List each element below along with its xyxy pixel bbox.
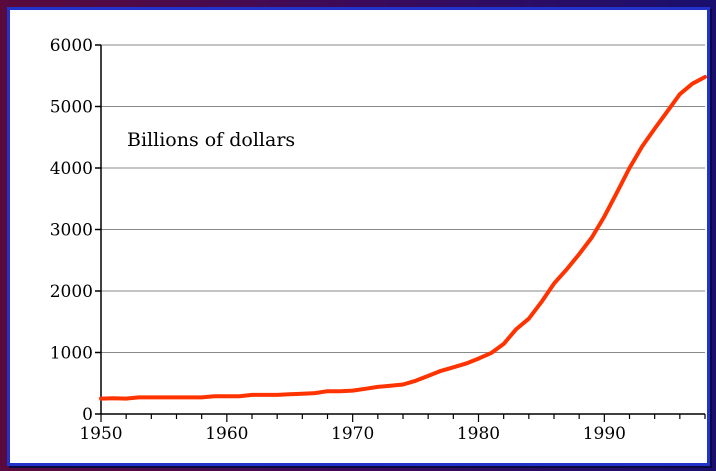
- x-tick-label: 1980: [457, 424, 500, 444]
- series-line: [99, 75, 707, 401]
- chart-annotation: Billions of dollars: [127, 129, 295, 151]
- x-tick-label: 1960: [205, 424, 248, 444]
- y-tick-label: 5000: [50, 98, 93, 118]
- x-tick-label: 1970: [331, 424, 374, 444]
- y-tick-label: 0: [82, 405, 93, 425]
- x-tick-label: 1990: [583, 424, 626, 444]
- y-tick-label: 4000: [50, 159, 93, 179]
- x-tick-label: 1950: [79, 424, 122, 444]
- y-tick-label: 6000: [50, 36, 93, 56]
- y-tick-label: 3000: [50, 221, 93, 241]
- y-tick-label: 2000: [50, 282, 93, 302]
- y-tick-label: 1000: [50, 344, 93, 364]
